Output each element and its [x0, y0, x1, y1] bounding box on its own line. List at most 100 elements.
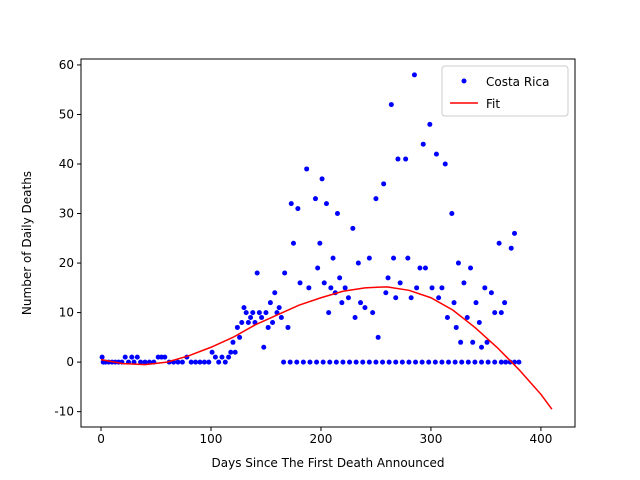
- point: [295, 206, 301, 212]
- y-tick-label: 60: [59, 58, 74, 72]
- point: [234, 324, 240, 330]
- point: [323, 201, 329, 207]
- point: [99, 354, 105, 360]
- point: [451, 300, 457, 306]
- point: [446, 359, 452, 365]
- point: [503, 359, 509, 365]
- point: [339, 300, 345, 306]
- y-tick-label: 30: [59, 207, 74, 221]
- point: [175, 359, 181, 365]
- y-tick-label: 0: [66, 355, 74, 369]
- point: [222, 359, 228, 365]
- point: [464, 315, 470, 321]
- point: [321, 280, 327, 286]
- x-tick-label: 100: [200, 432, 223, 446]
- point: [388, 102, 394, 108]
- point: [312, 196, 318, 202]
- point: [267, 300, 273, 306]
- point: [473, 300, 479, 306]
- point: [265, 324, 271, 330]
- point: [360, 359, 366, 365]
- point: [201, 359, 207, 365]
- point: [468, 265, 474, 271]
- point: [444, 315, 450, 321]
- point: [353, 359, 359, 365]
- point: [337, 275, 343, 281]
- point: [432, 359, 438, 365]
- point: [458, 339, 464, 345]
- point: [393, 359, 399, 365]
- point: [470, 339, 476, 345]
- point: [333, 359, 339, 365]
- point: [465, 359, 471, 365]
- point: [239, 319, 245, 325]
- point: [232, 349, 238, 355]
- point: [219, 354, 225, 360]
- point: [129, 354, 135, 360]
- y-tick-label: 20: [59, 256, 74, 270]
- point: [345, 295, 351, 301]
- point: [294, 359, 300, 365]
- y-tick-label: 40: [59, 157, 74, 171]
- point: [188, 359, 194, 365]
- point: [366, 359, 372, 365]
- point: [282, 270, 288, 276]
- point: [263, 310, 269, 316]
- point: [366, 255, 372, 261]
- point: [461, 280, 467, 286]
- point: [422, 265, 428, 271]
- point: [230, 339, 236, 345]
- point: [385, 275, 391, 281]
- point: [256, 310, 262, 316]
- point: [502, 300, 508, 306]
- point: [314, 359, 320, 365]
- point: [508, 245, 514, 251]
- point: [317, 240, 323, 246]
- point: [479, 344, 485, 350]
- point: [370, 310, 376, 316]
- point: [297, 280, 303, 286]
- point: [287, 359, 293, 365]
- x-tick-label: 400: [529, 432, 552, 446]
- point: [138, 359, 144, 365]
- point: [399, 359, 405, 365]
- point: [226, 354, 232, 360]
- point: [397, 280, 403, 286]
- point: [512, 230, 518, 236]
- point: [179, 359, 185, 365]
- plot-area: [99, 72, 553, 410]
- point: [429, 285, 435, 291]
- point: [300, 359, 306, 365]
- point: [142, 359, 148, 365]
- x-tick-label: 200: [310, 432, 333, 446]
- point: [358, 300, 364, 306]
- point: [362, 305, 368, 311]
- point: [278, 315, 284, 321]
- point: [427, 121, 433, 127]
- point: [484, 339, 490, 345]
- point: [419, 359, 425, 365]
- point: [413, 359, 419, 365]
- point: [498, 310, 504, 316]
- point: [334, 211, 340, 217]
- point: [248, 315, 254, 321]
- point: [492, 310, 498, 316]
- point: [352, 315, 358, 321]
- point: [237, 334, 243, 340]
- x-tick-label: 0: [97, 432, 105, 446]
- fit-line: [100, 286, 553, 410]
- point: [328, 285, 334, 291]
- point: [259, 315, 265, 321]
- point: [391, 255, 397, 261]
- point: [326, 310, 332, 316]
- point: [411, 72, 417, 78]
- y-axis-label: Number of Daily Deaths: [20, 171, 34, 315]
- point: [498, 359, 504, 365]
- point: [342, 285, 348, 291]
- x-axis-label: Days Since The First Death Announced: [212, 456, 445, 470]
- point: [288, 201, 294, 207]
- point: [290, 240, 296, 246]
- point: [285, 324, 291, 330]
